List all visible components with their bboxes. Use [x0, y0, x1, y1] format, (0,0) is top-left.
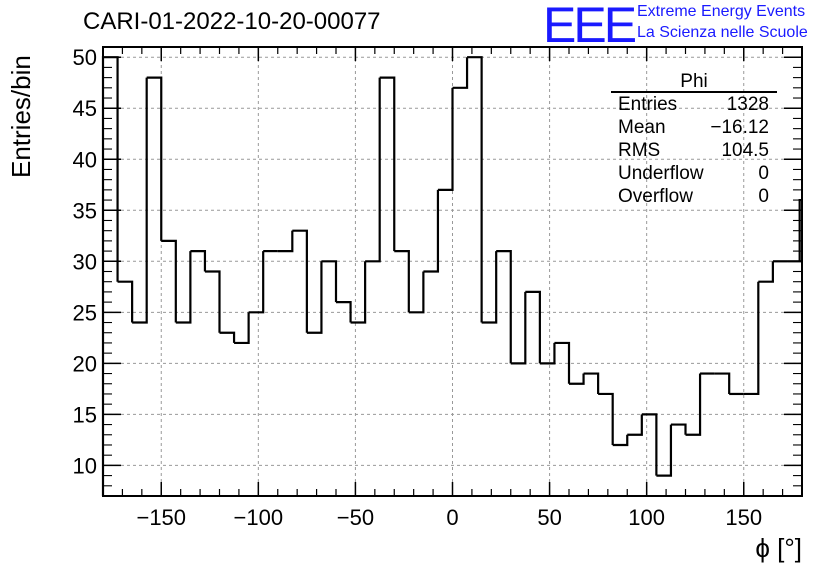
histogram-bin — [496, 249, 512, 364]
histogram-bin — [612, 434, 629, 447]
histogram-bin — [452, 57, 469, 89]
y-axis-label: Entries/bin — [6, 55, 36, 178]
histogram-bin — [219, 331, 236, 343]
histogram-bin — [234, 312, 250, 345]
y-tick-label: 35 — [73, 198, 97, 223]
plot-frame — [102, 46, 803, 497]
histogram-bin — [481, 251, 498, 324]
stats-row-value: 0 — [758, 186, 769, 207]
histogram-bin — [583, 372, 600, 394]
x-tick-label: 150 — [725, 505, 762, 530]
histogram-bin — [598, 392, 614, 445]
chart-title: CARI-01-2022-10-20-00077 — [83, 8, 381, 35]
eee-logo: EEE — [543, 0, 637, 53]
y-tick-label: 45 — [73, 96, 97, 121]
logo-text-line1: Extreme Energy Events — [637, 3, 806, 20]
y-tick-label: 40 — [73, 147, 97, 172]
histogram-bin — [437, 87, 454, 191]
histogram-bin — [161, 239, 177, 323]
histogram-bin — [306, 261, 323, 334]
histogram-bin — [204, 270, 221, 333]
y-tick-label: 25 — [73, 300, 97, 325]
histogram-bin — [641, 413, 658, 476]
histogram-bin — [277, 230, 294, 253]
histogram-bin — [554, 341, 571, 384]
stats-row-label: Underflow — [618, 163, 704, 184]
histogram-bin — [132, 77, 148, 324]
histogram-bin — [670, 423, 687, 435]
stats-row-label: Overflow — [618, 186, 693, 207]
stats-row-value: 1328 — [727, 94, 769, 115]
histogram-bin — [101, 56, 119, 496]
histogram-bin — [714, 372, 731, 394]
histogram — [101, 56, 802, 496]
histogram-bin — [539, 342, 556, 365]
histogram-bin — [656, 424, 673, 477]
x-tick-label: 100 — [628, 505, 665, 530]
histogram-bin — [685, 373, 702, 436]
stats-row-value: −16.12 — [710, 117, 769, 138]
histogram-bin — [423, 189, 440, 273]
x-tick-label: −100 — [234, 505, 284, 530]
logo-text-line2: La Scienza nelle Scuole — [637, 24, 808, 41]
stats-row-value: 104.5 — [721, 140, 769, 161]
histogram-bin — [292, 229, 308, 333]
histogram-bin — [743, 281, 760, 396]
histogram-bin — [117, 280, 134, 323]
stats-row-value: 0 — [758, 163, 769, 184]
x-axis-label: ϕ [°] — [755, 533, 802, 563]
histogram-bin — [627, 414, 643, 436]
histogram-bin — [510, 291, 527, 365]
histogram-bin — [365, 77, 381, 263]
histogram-bin — [569, 373, 585, 385]
stats-row-label: Entries — [618, 94, 677, 115]
histogram-bin — [321, 260, 338, 303]
stats-title: Phi — [680, 71, 707, 92]
x-tick-label: 0 — [446, 505, 458, 530]
axis-ticks — [102, 46, 803, 497]
stats-box: Phi Entries 1328 Mean −16.12 RMS 104.5 Underfl… — [611, 71, 777, 207]
histogram-bin — [248, 251, 265, 314]
histogram-bin — [379, 76, 396, 252]
x-tick-label: −50 — [337, 505, 374, 530]
histogram-bin — [336, 301, 352, 323]
histogram-bin — [758, 261, 774, 283]
histogram-bin — [525, 290, 541, 364]
stats-rows: Entries 1328 Mean −16.12 RMS 104.5 Underflow 0 O… — [618, 94, 769, 207]
stats-row-label: RMS — [618, 140, 660, 161]
y-tick-label: 50 — [73, 45, 97, 70]
y-tick-label: 20 — [73, 351, 97, 376]
histogram-bin — [394, 249, 410, 313]
x-tick-label: −150 — [136, 505, 186, 530]
histogram-bin — [190, 249, 207, 272]
tick-labels: −150 −100 −50 0 50 100 150 10 15 20 25 30 35 40 45 50 — [73, 45, 763, 530]
y-tick-label: 10 — [73, 453, 97, 478]
stats-row-label: Mean — [618, 117, 666, 138]
y-tick-label: 30 — [73, 249, 97, 274]
histogram-bin — [146, 76, 163, 241]
x-tick-label: 50 — [537, 505, 561, 530]
y-tick-label: 15 — [73, 402, 97, 427]
histogram-bin — [350, 261, 367, 324]
histogram-bin — [175, 251, 192, 324]
histogram-bin — [467, 56, 483, 323]
histogram-bin — [408, 271, 425, 314]
